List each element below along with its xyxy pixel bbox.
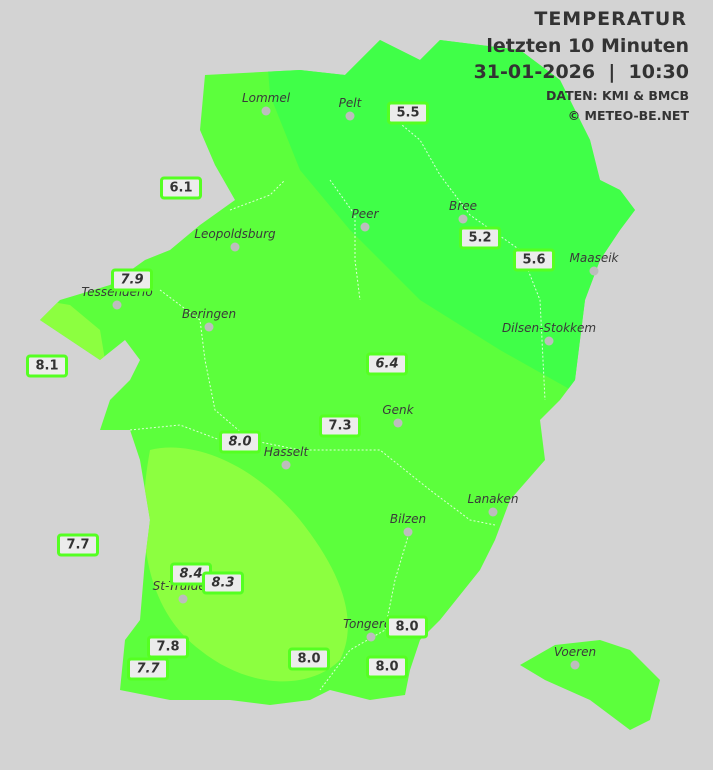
station-temperature[interactable]: 7.7	[127, 657, 169, 681]
city-dot	[570, 660, 580, 670]
borders	[129, 114, 546, 691]
station-temperature[interactable]: 8.0	[219, 430, 261, 454]
city-label: Lommel	[241, 91, 291, 105]
city-label: Bilzen	[389, 512, 427, 526]
city-dot	[458, 214, 468, 224]
city-dot	[345, 111, 355, 121]
map-datetime: 31-01-2026 | 10:30	[473, 61, 689, 83]
city-dot	[261, 106, 271, 116]
city-label: Dilsen-Stokkem	[501, 321, 597, 335]
city-dot	[112, 300, 122, 310]
data-source: DATEN: KMI & BMCB	[545, 88, 689, 103]
city-dot	[204, 322, 214, 332]
station-temperature[interactable]: 5.6	[513, 248, 555, 272]
city-dot	[393, 418, 403, 428]
station-temperature[interactable]: 5.2	[459, 226, 501, 250]
map-title: TEMPERATUR	[534, 8, 687, 30]
city-dot	[403, 527, 413, 537]
city-dot	[281, 460, 291, 470]
city-dot	[230, 242, 240, 252]
zone-warm	[143, 447, 348, 682]
station-temperature[interactable]: 6.4	[366, 352, 408, 376]
city-label: Lanaken	[467, 492, 519, 506]
city-label: Pelt	[338, 96, 362, 110]
city-label: Bree	[449, 199, 477, 213]
city-dot	[488, 507, 498, 517]
city-label: Tongeren	[343, 617, 399, 631]
station-temperature[interactable]: 8.0	[366, 655, 408, 679]
city-dot	[178, 594, 188, 604]
station-temperature[interactable]: 7.8	[147, 635, 189, 659]
city-dot	[366, 632, 376, 642]
station-temperature[interactable]: 5.5	[387, 101, 429, 125]
city-label: Maaseik	[569, 251, 619, 265]
city-label: Leopoldsburg	[194, 227, 276, 241]
city-label: Voeren	[553, 645, 597, 659]
station-temperature[interactable]: 7.7	[57, 533, 99, 557]
station-temperature[interactable]: 8.1	[26, 354, 68, 378]
station-temperature[interactable]: 8.0	[288, 647, 330, 671]
city-dot	[544, 336, 554, 346]
station-temperature[interactable]: 7.3	[319, 414, 361, 438]
city-label: Beringen	[181, 307, 237, 321]
city-dot	[360, 222, 370, 232]
city-dot	[589, 266, 599, 276]
city-label: Hasselt	[263, 445, 309, 459]
map-subtitle: letzten 10 Minuten	[486, 35, 689, 57]
station-temperature[interactable]: 7.9	[111, 268, 153, 292]
copyright: © METEO-BE.NET	[567, 108, 689, 123]
station-temperature[interactable]: 6.1	[160, 176, 202, 200]
station-temperature[interactable]: 8.0	[386, 615, 428, 639]
city-label: Peer	[351, 207, 379, 221]
station-temperature[interactable]: 8.3	[202, 571, 244, 595]
city-label: Genk	[382, 403, 414, 417]
